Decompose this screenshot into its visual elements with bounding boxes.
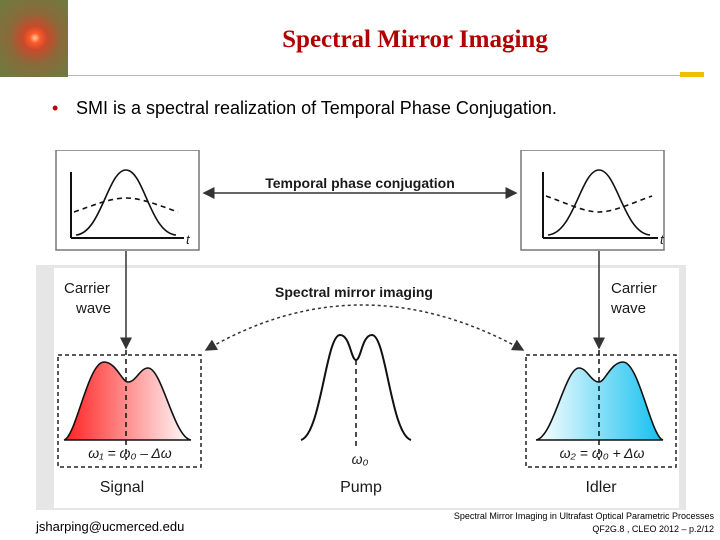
footer-talk-title: Spectral Mirror Imaging in Ultrafast Opt… [453,511,714,521]
signal-label: Signal [100,479,144,496]
t-axis-label-left: t [186,232,191,247]
idler-label: Idler [585,479,617,496]
temporal-box-right: t [520,150,665,251]
footer-session: QF2G.8 , CLEO 2012 – p.2/12 [592,524,714,534]
carrier-label-right-2: wave [610,300,646,317]
pump-label: Pump [340,479,382,496]
pump-equation: ω₀ [352,451,369,467]
idler-box [525,354,677,468]
spectral-mirror-label: Spectral mirror imaging [275,284,433,300]
spectral-mirror-arrow [204,304,525,351]
signal-box [57,354,202,468]
signal-equation: ω₁ = ω₀ – Δω [88,445,172,461]
carrier-label-left-1: Carrier [64,280,110,297]
logo [0,0,68,77]
carrier-label-right-1: Carrier [611,280,657,297]
smi-diagram: t t Temporal phase conjugation Carrier w… [36,150,686,510]
t-axis-label-right: t [660,232,665,247]
temporal-conjugation-label: Temporal phase conjugation [265,175,455,191]
footer-email: jsharping@ucmerced.edu [36,519,185,534]
carrier-label-left-2: wave [75,300,111,317]
title-rule-accent [680,72,704,77]
slide-title: Spectral Mirror Imaging [282,26,548,53]
temporal-box-left: t [55,150,200,251]
bullet-icon: • [52,98,59,118]
idler-equation: ω₂ = ω₀ + Δω [560,445,645,461]
title-rule [68,75,680,76]
signal-spectrum [63,361,192,441]
bullet-text: SMI is a spectral realization of Tempora… [76,98,557,118]
